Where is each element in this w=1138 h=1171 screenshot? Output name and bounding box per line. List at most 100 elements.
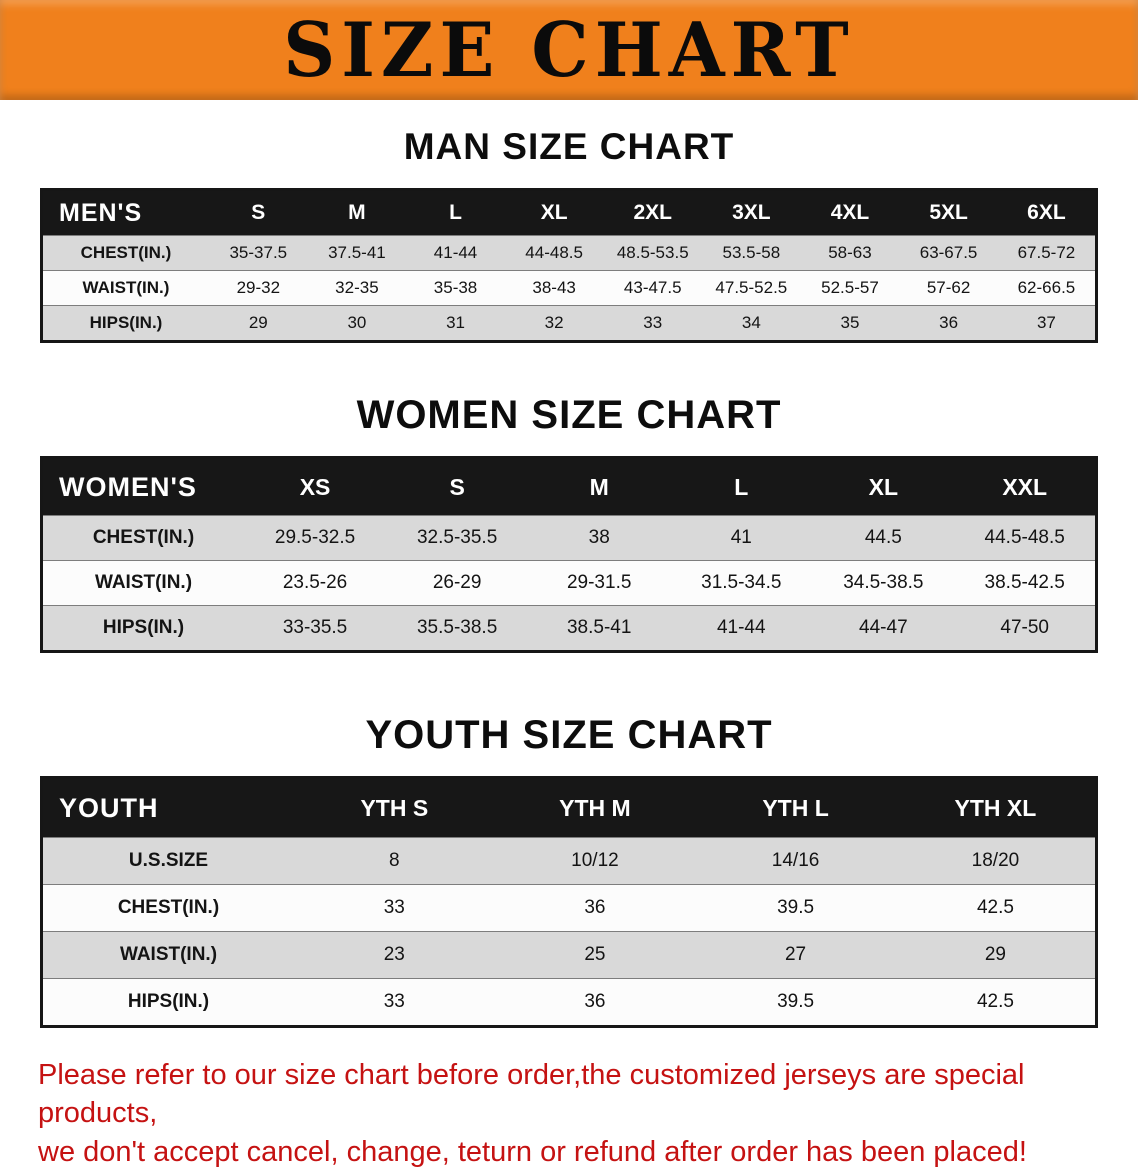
table-cell: 30 <box>307 305 407 342</box>
table-cell: 41-44 <box>670 605 813 652</box>
table-cell: 43-47.5 <box>603 270 703 306</box>
table-cell: 67.5-72 <box>997 235 1097 271</box>
youth-hips-row: HIPS(IN.) 33 36 39.5 42.5 <box>41 978 1097 1027</box>
table-cell: 25 <box>494 931 696 979</box>
table-cell: 42.5 <box>895 884 1097 932</box>
disclaimer: Please refer to our size chart before or… <box>38 1056 1100 1171</box>
size-chart-banner: SIZE CHART <box>0 0 1138 100</box>
disclaimer-line-2: we don't accept cancel, change, teturn o… <box>38 1135 1027 1168</box>
table-cell: 10/12 <box>494 837 696 885</box>
women-hips-row: HIPS(IN.) 33-35.5 35.5-38.5 38.5-41 41-4… <box>41 605 1097 652</box>
youth-header-row: YOUTH YTH S YTH M YTH L YTH XL <box>41 777 1097 838</box>
row-label: CHEST(IN.) <box>41 235 209 271</box>
table-cell: 35.5-38.5 <box>386 605 529 652</box>
table-cell: 47-50 <box>954 605 1097 652</box>
table-cell: 39.5 <box>695 978 896 1027</box>
table-cell: 29-31.5 <box>528 560 671 606</box>
table-cell: 32 <box>504 305 604 342</box>
row-label: WAIST(IN.) <box>41 560 244 606</box>
page-title: SIZE CHART <box>283 5 855 94</box>
disclaimer-line-1: Please refer to our size chart before or… <box>38 1059 1025 1130</box>
table-cell: 27 <box>695 931 896 979</box>
table-cell: 37 <box>997 305 1097 342</box>
table-cell: 29 <box>209 305 308 342</box>
column-header: XS <box>244 457 387 516</box>
men-chest-row: CHEST(IN.) 35-37.5 37.5-41 41-44 44-48.5… <box>41 235 1097 271</box>
column-header: YTH L <box>695 777 896 838</box>
table-cell: 47.5-52.5 <box>702 270 801 306</box>
table-cell: 38-43 <box>504 270 604 306</box>
table-cell: 36 <box>494 884 696 932</box>
row-label: HIPS(IN.) <box>41 305 209 342</box>
women-waist-row: WAIST(IN.) 23.5-26 26-29 29-31.5 31.5-34… <box>41 560 1097 606</box>
women-chart-heading: WOMEN SIZE CHART <box>356 393 782 437</box>
women-table-title: WOMEN'S <box>41 457 244 516</box>
table-cell: 41 <box>670 515 813 561</box>
table-cell: 29 <box>895 931 1097 979</box>
table-cell: 52.5-57 <box>800 270 900 306</box>
column-header: M <box>528 457 671 516</box>
women-size-table: WOMEN'S XS S M L XL XXL CHEST(IN.) 29.5-… <box>40 456 1098 653</box>
table-cell: 58-63 <box>800 235 900 271</box>
column-header: 6XL <box>997 189 1097 236</box>
men-hips-row: HIPS(IN.) 29 30 31 32 33 34 35 36 37 <box>41 305 1097 342</box>
table-cell: 36 <box>899 305 998 342</box>
table-cell: 33-35.5 <box>244 605 387 652</box>
table-cell: 32-35 <box>307 270 407 306</box>
women-header-row: WOMEN'S XS S M L XL XXL <box>41 457 1097 516</box>
table-cell: 35-37.5 <box>209 235 308 271</box>
women-chest-row: CHEST(IN.) 29.5-32.5 32.5-35.5 38 41 44.… <box>41 515 1097 561</box>
row-label: HIPS(IN.) <box>41 978 294 1027</box>
table-cell: 44-48.5 <box>504 235 604 271</box>
table-cell: 37.5-41 <box>307 235 407 271</box>
row-label: WAIST(IN.) <box>41 931 294 979</box>
table-cell: 35 <box>800 305 900 342</box>
row-label: U.S.SIZE <box>41 837 294 885</box>
table-cell: 36 <box>494 978 696 1027</box>
table-cell: 44.5-48.5 <box>954 515 1097 561</box>
youth-chest-row: CHEST(IN.) 33 36 39.5 42.5 <box>41 884 1097 932</box>
table-cell: 39.5 <box>695 884 896 932</box>
table-cell: 23 <box>294 931 495 979</box>
column-header: YTH S <box>294 777 495 838</box>
table-cell: 34 <box>702 305 801 342</box>
row-label: CHEST(IN.) <box>41 515 244 561</box>
column-header: 3XL <box>702 189 801 236</box>
table-cell: 31 <box>406 305 505 342</box>
youth-ussize-row: U.S.SIZE 8 10/12 14/16 18/20 <box>41 837 1097 885</box>
table-cell: 44-47 <box>812 605 955 652</box>
table-cell: 8 <box>294 837 495 885</box>
row-label: HIPS(IN.) <box>41 605 244 652</box>
men-size-table: MEN'S S M L XL 2XL 3XL 4XL 5XL 6XL CHEST… <box>40 188 1098 343</box>
table-cell: 23.5-26 <box>244 560 387 606</box>
youth-waist-row: WAIST(IN.) 23 25 27 29 <box>41 931 1097 979</box>
table-cell: 33 <box>603 305 703 342</box>
column-header: S <box>209 189 308 236</box>
youth-chart-heading: YOUTH SIZE CHART <box>365 713 773 757</box>
column-header: 2XL <box>603 189 703 236</box>
column-header: XXL <box>954 457 1097 516</box>
table-cell: 29.5-32.5 <box>244 515 387 561</box>
column-header: 4XL <box>800 189 900 236</box>
table-cell: 38.5-42.5 <box>954 560 1097 606</box>
table-cell: 57-62 <box>899 270 998 306</box>
table-cell: 32.5-35.5 <box>386 515 529 561</box>
table-cell: 26-29 <box>386 560 529 606</box>
table-cell: 38.5-41 <box>528 605 671 652</box>
table-cell: 53.5-58 <box>702 235 801 271</box>
men-header-row: MEN'S S M L XL 2XL 3XL 4XL 5XL 6XL <box>41 189 1097 236</box>
table-cell: 31.5-34.5 <box>670 560 813 606</box>
table-cell: 42.5 <box>895 978 1097 1027</box>
table-cell: 48.5-53.5 <box>603 235 703 271</box>
table-cell: 33 <box>294 884 495 932</box>
table-cell: 29-32 <box>209 270 308 306</box>
table-cell: 35-38 <box>406 270 505 306</box>
column-header: YTH M <box>494 777 696 838</box>
column-header: XL <box>504 189 604 236</box>
column-header: M <box>307 189 407 236</box>
column-header: S <box>386 457 529 516</box>
column-header: XL <box>812 457 955 516</box>
table-cell: 38 <box>528 515 671 561</box>
men-chart-heading: MAN SIZE CHART <box>403 126 735 167</box>
youth-table-title: YOUTH <box>41 777 294 838</box>
